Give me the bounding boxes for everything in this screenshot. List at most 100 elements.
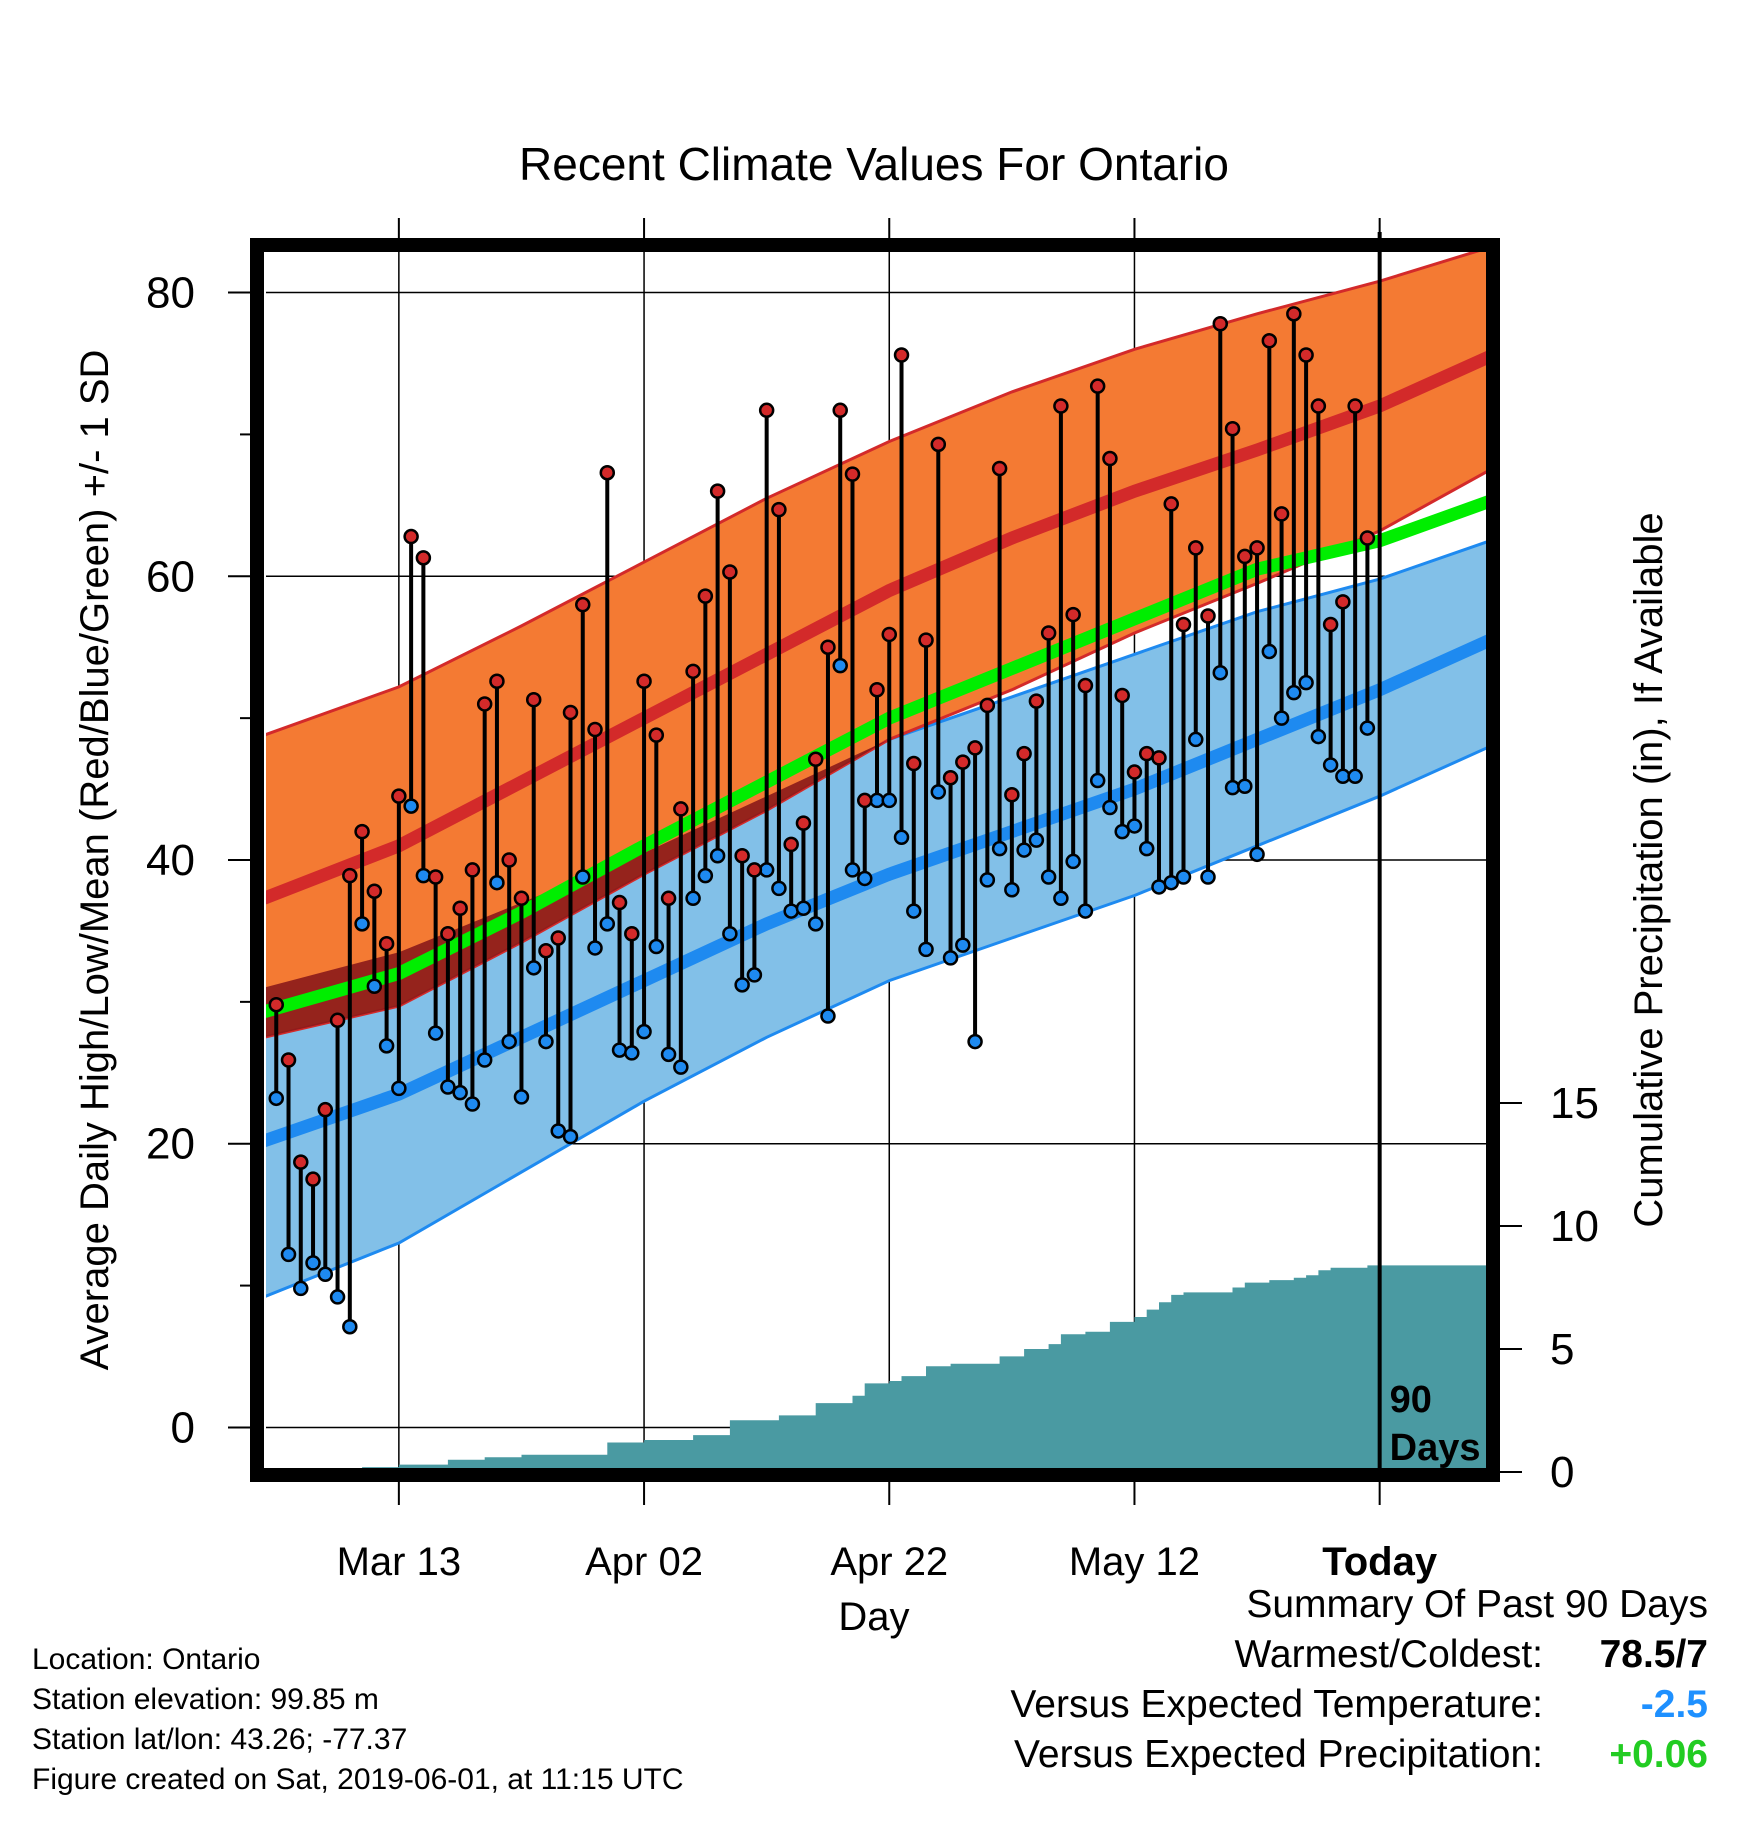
created-text: Figure created on Sat, 2019-06-01, at 11…	[32, 1763, 684, 1796]
x-tick-label: Mar 13	[337, 1540, 462, 1584]
high-point	[746, 862, 763, 878]
low-point	[525, 960, 542, 976]
high-point	[391, 788, 407, 804]
low-point	[293, 1280, 309, 1297]
y2-tick-label: 0	[1550, 1448, 1574, 1497]
low-point	[280, 1246, 297, 1263]
low-point	[967, 1033, 983, 1050]
elevation-text: Station elevation: 99.85 m	[32, 1683, 379, 1716]
latlon-text: Station lat/lon: 43.26; -77.37	[32, 1723, 408, 1756]
low-point	[1102, 799, 1118, 816]
high-point	[1249, 540, 1265, 556]
low-point	[440, 1079, 456, 1095]
high-point	[1347, 398, 1363, 414]
high-point	[354, 823, 370, 840]
low-point	[1249, 846, 1265, 863]
high-point	[317, 1101, 334, 1118]
x-tick-label: Apr 02	[585, 1540, 703, 1584]
low-point	[1114, 823, 1130, 840]
high-point	[795, 815, 812, 831]
low-point	[452, 1084, 468, 1101]
today-marker: 90 Days	[1377, 232, 1481, 1470]
high-point	[771, 501, 787, 518]
low-point	[342, 1318, 358, 1335]
low-point	[746, 967, 763, 983]
high-point	[930, 436, 947, 453]
low-point	[807, 916, 824, 932]
low-point	[1237, 778, 1253, 794]
low-point	[930, 784, 947, 800]
high-point	[734, 847, 750, 864]
high-point	[1224, 420, 1241, 437]
low-point	[1126, 818, 1143, 834]
high-point	[1212, 316, 1229, 332]
high-point	[673, 801, 689, 817]
low-point	[317, 1266, 334, 1282]
precipitation-fill	[362, 1265, 1488, 1468]
low-point	[1065, 853, 1081, 870]
high-point	[1261, 333, 1278, 349]
low-point	[991, 840, 1008, 857]
low-point	[636, 1023, 652, 1040]
high-point	[918, 632, 934, 648]
low-point	[783, 903, 799, 919]
low-point	[427, 1025, 444, 1041]
temp-value: -2.5	[1640, 1683, 1708, 1726]
low-point	[1040, 869, 1057, 885]
y2-tick-label: 5	[1550, 1325, 1574, 1374]
low-point	[1028, 832, 1045, 848]
low-point	[1077, 903, 1094, 919]
high-point	[366, 883, 383, 899]
low-point	[1212, 664, 1229, 681]
high-point	[1016, 745, 1032, 762]
plot-frame	[250, 238, 1500, 1482]
high-point	[1200, 608, 1216, 624]
high-point	[293, 1154, 309, 1170]
precipitation-area	[362, 1265, 1488, 1468]
high-point	[403, 528, 419, 545]
low-point	[354, 916, 370, 932]
high-point	[709, 483, 726, 499]
y-tick-label: 40	[146, 836, 195, 885]
low-point	[476, 1052, 493, 1068]
low-point	[1188, 731, 1204, 748]
y-tick-label: 80	[146, 269, 195, 318]
low-point	[979, 872, 996, 888]
x-axis-label: Day	[838, 1595, 909, 1639]
high-point	[783, 836, 799, 853]
y-tick-label: 20	[146, 1120, 195, 1169]
high-point	[991, 460, 1008, 477]
low-point	[575, 869, 591, 885]
high-point	[685, 663, 701, 680]
x-tick-label: Apr 22	[830, 1540, 948, 1584]
high-point	[452, 900, 468, 916]
x-axis: Mar 13 Apr 02 Apr 22 May 12 Today	[337, 218, 1438, 1584]
low-point	[734, 977, 750, 993]
high-point	[881, 626, 898, 643]
low-point	[942, 950, 959, 966]
low-point	[881, 792, 898, 809]
high-point	[1298, 347, 1314, 363]
y-axis-label: Average Daily High/Low/Mean (Red/Blue/Gr…	[73, 350, 117, 1371]
low-point	[1200, 869, 1216, 885]
low-point	[1359, 720, 1376, 736]
low-point	[268, 1090, 285, 1107]
y2-tick-label: 10	[1550, 1202, 1599, 1251]
low-point	[415, 867, 432, 884]
high-point	[525, 691, 542, 708]
low-point	[1163, 874, 1179, 891]
high-point	[378, 935, 395, 952]
low-point	[697, 867, 714, 884]
high-point	[268, 996, 285, 1013]
low-point	[1138, 840, 1155, 857]
high-point	[1175, 616, 1192, 633]
high-point	[611, 894, 628, 911]
high-point	[1028, 693, 1045, 709]
location-text: Location: Ontario	[32, 1643, 261, 1676]
today-marker-label: Days	[1390, 1427, 1481, 1469]
high-point	[856, 792, 873, 809]
high-point	[415, 550, 432, 566]
low-point	[489, 874, 505, 891]
summary-panel: Summary Of Past 90 Days Warmest/Coldest:…	[1010, 1580, 1708, 1780]
high-point	[820, 639, 836, 655]
